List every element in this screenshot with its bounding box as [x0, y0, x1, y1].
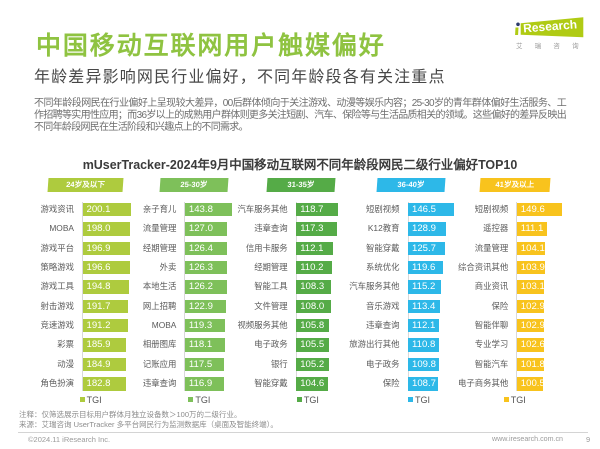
svg-text:艾瑞咨询: 艾瑞咨询: [516, 41, 588, 50]
svg-text:Research: Research: [523, 17, 578, 35]
